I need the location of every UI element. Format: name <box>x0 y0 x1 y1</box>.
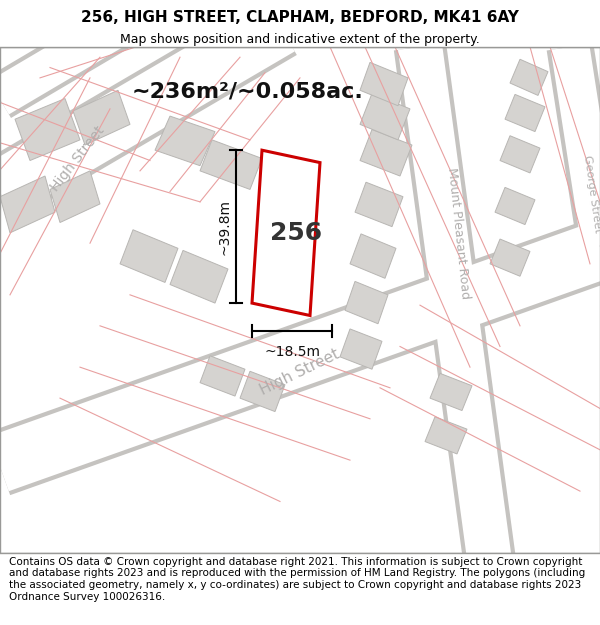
Text: Map shows position and indicative extent of the property.: Map shows position and indicative extent… <box>120 32 480 46</box>
Polygon shape <box>340 329 382 369</box>
Polygon shape <box>355 182 403 227</box>
Polygon shape <box>200 140 262 189</box>
Polygon shape <box>15 99 80 161</box>
Polygon shape <box>510 59 548 96</box>
Polygon shape <box>155 116 215 166</box>
Polygon shape <box>120 230 178 282</box>
Polygon shape <box>430 373 472 411</box>
Polygon shape <box>200 356 245 396</box>
Polygon shape <box>425 417 467 454</box>
Text: High Street: High Street <box>258 347 342 398</box>
Text: Contains OS data © Crown copyright and database right 2021. This information is : Contains OS data © Crown copyright and d… <box>9 557 585 601</box>
Polygon shape <box>360 129 412 176</box>
Text: ~18.5m: ~18.5m <box>264 346 320 359</box>
Polygon shape <box>73 90 130 145</box>
Text: 256: 256 <box>270 221 322 245</box>
Text: ~39.8m: ~39.8m <box>217 199 231 254</box>
Polygon shape <box>495 188 535 224</box>
Polygon shape <box>252 150 320 316</box>
Polygon shape <box>490 239 530 276</box>
Polygon shape <box>345 281 388 324</box>
Polygon shape <box>240 371 285 412</box>
Polygon shape <box>0 176 55 233</box>
Polygon shape <box>170 251 228 303</box>
Polygon shape <box>360 93 410 140</box>
Polygon shape <box>500 136 540 173</box>
Polygon shape <box>350 234 396 278</box>
Text: ~236m²/~0.058ac.: ~236m²/~0.058ac. <box>132 81 364 101</box>
Polygon shape <box>505 94 545 132</box>
Polygon shape <box>360 62 408 106</box>
Text: Mount Pleasant Road: Mount Pleasant Road <box>445 166 472 299</box>
Polygon shape <box>50 171 100 222</box>
Text: George Street: George Street <box>581 154 600 233</box>
Text: High Street: High Street <box>49 123 107 194</box>
Text: 256, HIGH STREET, CLAPHAM, BEDFORD, MK41 6AY: 256, HIGH STREET, CLAPHAM, BEDFORD, MK41… <box>81 10 519 25</box>
